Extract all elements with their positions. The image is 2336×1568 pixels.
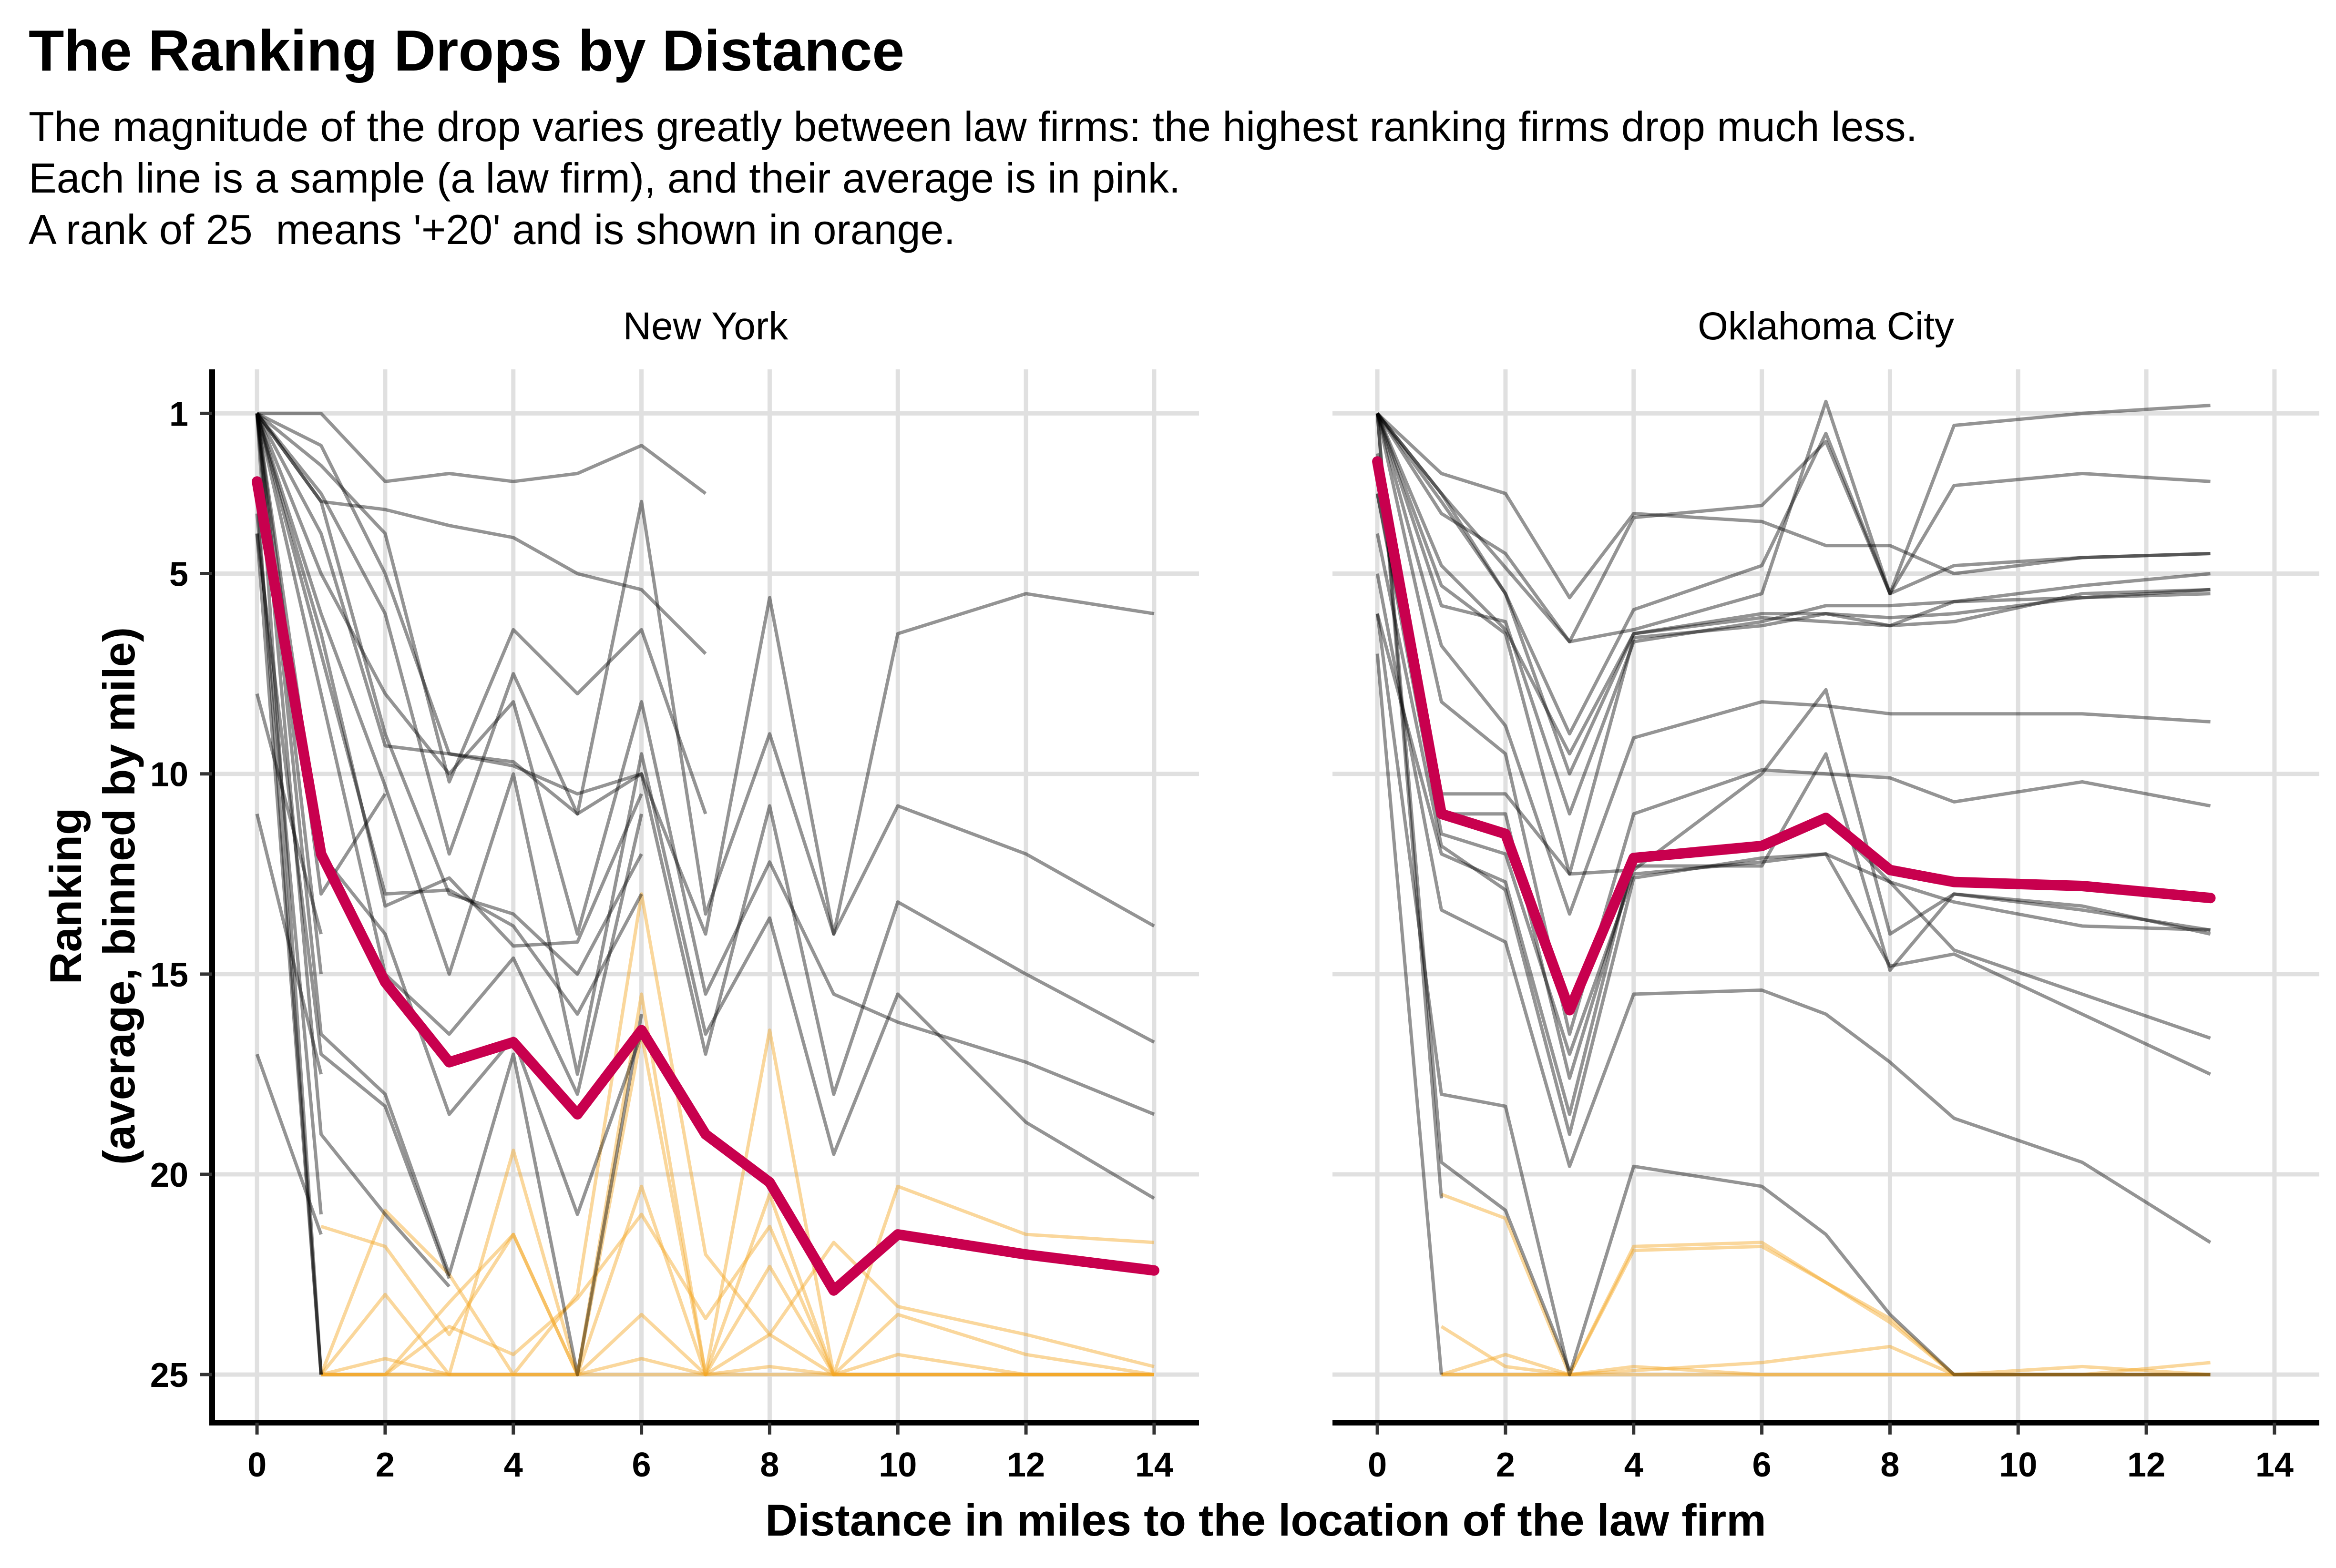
sample-line: [1375, 413, 1571, 1372]
x-tick-label: 8: [760, 1446, 779, 1484]
sample-line: [257, 411, 707, 495]
sample-line: [255, 413, 643, 948]
sample-line: [255, 693, 323, 935]
sample-line: [1376, 399, 2211, 643]
sample-line: [1376, 412, 2211, 776]
y-tick-label: 25: [150, 1356, 188, 1395]
sample-line: [255, 413, 644, 1376]
y-tick-label: 20: [150, 1156, 188, 1194]
sample-line: [1375, 613, 2211, 1376]
sample-line: [256, 412, 1155, 1096]
orange-sample-line: [319, 1032, 1155, 1376]
panel-title: New York: [623, 305, 789, 348]
orange-sample-line: [1441, 1361, 2211, 1376]
sample-line: [1375, 413, 2211, 1036]
panel-title: Oklahoma City: [1698, 305, 1954, 348]
x-tick-label: 4: [1624, 1446, 1643, 1484]
sample-line: [256, 412, 707, 815]
sample-line: [1375, 653, 1443, 1375]
y-tick-label: 1: [169, 395, 188, 433]
y-tick-label: 10: [150, 756, 188, 794]
x-tick-label: 10: [1999, 1446, 2037, 1484]
subtitle-line: Each line is a sample (a law firm), and …: [29, 154, 1181, 202]
sample-line: [255, 413, 643, 1016]
average-line: [1372, 456, 2216, 1016]
x-tick-label: 2: [1496, 1446, 1515, 1484]
sample-line: [256, 412, 707, 655]
y-axis-title: Ranking(average, binned by mile): [41, 627, 144, 1165]
sample-line: [255, 493, 323, 1375]
orange-sample-line: [1440, 1241, 2211, 1376]
sample-line: [1375, 413, 2211, 756]
orange-sample-line: [320, 992, 1155, 1376]
orange-sample-line: [1441, 1192, 2211, 1376]
sample-line: [256, 412, 643, 976]
orange-sample-line: [321, 1232, 1154, 1376]
sample-line: [1375, 453, 2211, 936]
sample-line: [1375, 413, 2211, 876]
x-axis-title: Distance in miles to the location of the…: [765, 1495, 1766, 1545]
sample-line: [1376, 404, 2211, 643]
x-tick-label: 4: [504, 1446, 523, 1484]
x-tick-label: 0: [247, 1446, 266, 1484]
y-tick-label: 15: [150, 956, 188, 994]
sample-line: [1375, 413, 2211, 916]
x-tick-label: 12: [1007, 1446, 1045, 1484]
sample-line: [255, 413, 644, 1096]
sample-line: [255, 413, 1155, 1116]
sample-line: [1375, 493, 2211, 1056]
x-tick-label: 14: [1135, 1446, 1173, 1484]
sample-line: [1375, 413, 2211, 816]
x-tick-label: 14: [2255, 1446, 2294, 1484]
x-tick-label: 8: [1880, 1446, 1899, 1484]
sample-line: [255, 413, 1155, 1200]
y-tick-label: 5: [169, 556, 188, 594]
x-tick-label: 0: [1368, 1446, 1387, 1484]
sample-line: [1375, 533, 2211, 1136]
sample-line: [255, 413, 451, 1288]
x-tick-label: 6: [1752, 1446, 1772, 1484]
x-tick-label: 10: [879, 1446, 917, 1484]
sample-line: [255, 413, 387, 896]
y-axis-title-line: Ranking: [41, 808, 91, 985]
sample-line: [256, 412, 1155, 936]
orange-sample-line: [321, 1313, 1154, 1376]
sample-line: [256, 412, 1155, 936]
chart-panel: New York 0 2 4 6 8 10 12 14: [212, 305, 1199, 1484]
x-tick-label: 6: [632, 1446, 651, 1484]
sample-line: [255, 533, 451, 1279]
average-line: [252, 476, 1159, 1296]
subtitle-line: The magnitude of the drop varies greatly…: [29, 103, 1917, 150]
sample-line: [255, 813, 323, 1075]
sample-line: [1375, 493, 2211, 1080]
subtitle-line: A rank of 25 means '+20' and is shown in…: [29, 206, 955, 253]
x-tick-label: 12: [2127, 1446, 2165, 1484]
chart-title: The Ranking Drops by Distance: [29, 18, 905, 83]
sample-line: [255, 533, 323, 1375]
orange-sample-line: [320, 1184, 1154, 1376]
sample-line: [255, 513, 323, 1215]
sample-line: [1376, 412, 2211, 600]
sample-line: [1375, 573, 2212, 1244]
orange-sample-line: [1441, 1344, 2211, 1376]
x-tick-label: 2: [376, 1446, 395, 1484]
y-axis-title-line: (average, binned by mile): [94, 627, 144, 1165]
sample-line: [255, 1053, 323, 1235]
sample-line: [1375, 613, 2211, 1116]
chart-panel: Oklahoma City 0 2 4 6 8 10 12 14: [1332, 305, 2319, 1484]
orange-sample-line: [321, 1212, 1154, 1376]
chart-subtitle: The magnitude of the drop varies greatly…: [29, 101, 1917, 255]
sample-line: [1376, 412, 2211, 736]
